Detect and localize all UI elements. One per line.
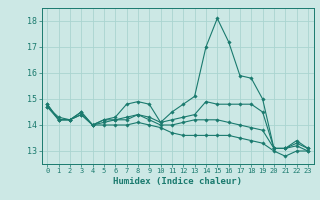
- X-axis label: Humidex (Indice chaleur): Humidex (Indice chaleur): [113, 177, 242, 186]
